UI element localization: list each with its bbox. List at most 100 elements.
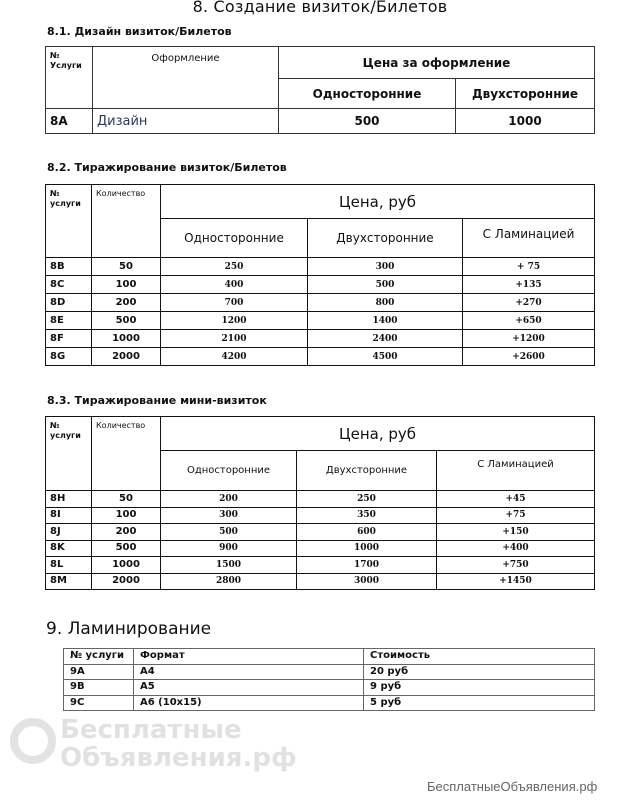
cell-lam: +1450 (436, 572, 595, 590)
header-cost: Стоимость (363, 648, 595, 665)
table-row: 8D 200 700 800 +270 (45, 293, 595, 312)
cell-two: 250 (296, 490, 437, 508)
cell-id: 8L (45, 556, 92, 574)
cell-two: 1000 (296, 539, 437, 557)
footer-watermark[interactable]: БесплатныеОбъявления.рф (427, 779, 598, 794)
cell-one: 1500 (160, 556, 297, 574)
section-8-3-heading: 8.3. Тиражирование мини-визиток (47, 394, 267, 407)
cell-two: 1700 (296, 556, 437, 574)
watermark-logo-icon (10, 718, 56, 764)
cell-id: 9B (63, 679, 134, 696)
header-num: № услуги (63, 648, 134, 665)
cell-cost: 20 руб (363, 663, 595, 680)
cell-one: 2100 (160, 329, 308, 348)
table-row: 8A Дизайн 500 1000 (45, 108, 595, 134)
design-table: № Услуги Оформление Цена за оформление О… (45, 46, 595, 134)
section-8-1-heading: 8.1. Дизайн визиток/Билетов (47, 25, 232, 38)
cell-id: 8I (45, 506, 92, 524)
cell-lam: + 75 (462, 257, 595, 276)
cell-qty: 50 (91, 490, 161, 508)
header-one-sided: Односторонние (160, 218, 308, 258)
header-num: № услуги (45, 184, 92, 258)
cell-lam: +135 (462, 275, 595, 294)
cell-one: 2800 (160, 572, 297, 590)
cell-id: 8G (45, 347, 92, 366)
cell-one: 4200 (160, 347, 308, 366)
cell-lam: +650 (462, 311, 595, 330)
cell-one: 400 (160, 275, 308, 294)
cell-id: 8J (45, 523, 92, 541)
table-row: 8E 500 1200 1400 +650 (45, 311, 595, 330)
cell-one: 900 (160, 539, 297, 557)
lamination-table: № услуги Формат Стоимость 9A А4 20 руб 9B А5 9… (63, 648, 595, 711)
header-one-sided: Односторонние (160, 450, 297, 491)
header-price: Цена за оформление (278, 46, 595, 79)
cell-two: 300 (307, 257, 463, 276)
cell-cost: 5 руб (363, 694, 595, 711)
cell-qty: 200 (91, 523, 161, 541)
table-row: 8K 500 900 1000 +400 (45, 539, 595, 557)
cell-qty: 1000 (91, 329, 161, 348)
cell-lam: +400 (436, 539, 595, 557)
header-lamination: С Ламинацией (436, 450, 595, 491)
cell-two: 800 (307, 293, 463, 312)
cell-lam: +2600 (462, 347, 595, 366)
section-8-2-heading: 8.2. Тиражирование визиток/Билетов (47, 161, 287, 174)
cell-one: 1200 (160, 311, 308, 330)
watermark: Бесплатные Объявления.рф (60, 716, 297, 772)
page-title: 8. Создание визиток/Билетов (192, 0, 448, 16)
cell-lam: +1200 (462, 329, 595, 348)
cell-lam: +270 (462, 293, 595, 312)
cell-two: 500 (307, 275, 463, 294)
table-row: 9A А4 20 руб (63, 663, 595, 680)
cell-qty: 50 (91, 257, 161, 276)
cell-id: 9C (63, 694, 134, 711)
cell-id: 8C (45, 275, 92, 294)
cell-one: 300 (160, 506, 297, 524)
header-lamination: С Ламинацией (462, 218, 595, 258)
cell-one: 700 (160, 293, 308, 312)
cell-cost: 9 руб (363, 679, 595, 696)
cell-qty: 100 (91, 506, 161, 524)
table-row: 8C 100 400 500 +135 (45, 275, 595, 294)
mini-card-print-table: № услуги Количество Цена, руб Односторон… (45, 416, 595, 590)
cell-lam: +75 (436, 506, 595, 524)
table-row: 9B А5 9 руб (63, 679, 595, 696)
cell-lam: +45 (436, 490, 595, 508)
table-row: 8L 1000 1500 1700 +750 (45, 556, 595, 574)
cell-two: 2400 (307, 329, 463, 348)
cell-qty: 100 (91, 275, 161, 294)
table-row: 9C А6 (10х15) 5 руб (63, 694, 595, 711)
cell-qty: 200 (91, 293, 161, 312)
header-one-sided: Односторонние (278, 78, 456, 109)
cell-lam: +150 (436, 523, 595, 541)
watermark-line-1: Бесплатные (60, 715, 242, 745)
cell-one: 500 (160, 523, 297, 541)
cell-id: 8F (45, 329, 92, 348)
cell-id: 9A (63, 663, 134, 680)
table-row: 8I 100 300 350 +75 (45, 506, 595, 524)
section-9-heading: 9. Ламинирование (46, 619, 212, 639)
cell-id: 8M (45, 572, 92, 590)
table-row: 8G 2000 4200 4500 +2600 (45, 347, 595, 366)
cell-id: 8K (45, 539, 92, 557)
cell-two: 1400 (307, 311, 463, 330)
table-row: 8F 1000 2100 2400 +1200 (45, 329, 595, 348)
cell-format: А4 (133, 663, 364, 680)
header-num: № Услуги (45, 46, 93, 109)
cell-qty: 2000 (91, 572, 161, 590)
cell-name: Дизайн (92, 108, 279, 134)
cell-qty: 500 (91, 539, 161, 557)
header-format: Формат (133, 648, 364, 665)
watermark-line-2: Объявления.рф (60, 743, 297, 773)
table-row: 8J 200 500 600 +150 (45, 523, 595, 541)
cell-one: 250 (160, 257, 308, 276)
cell-id: 8B (45, 257, 92, 276)
cell-two: 350 (296, 506, 437, 524)
cell-id: 8H (45, 490, 92, 508)
header-two-sided: Двухсторонние (307, 218, 463, 258)
table-row: 8H 50 200 250 +45 (45, 490, 595, 508)
header-two-sided: Двухсторонние (296, 450, 437, 491)
cell-id: 8D (45, 293, 92, 312)
cell-lam: +750 (436, 556, 595, 574)
